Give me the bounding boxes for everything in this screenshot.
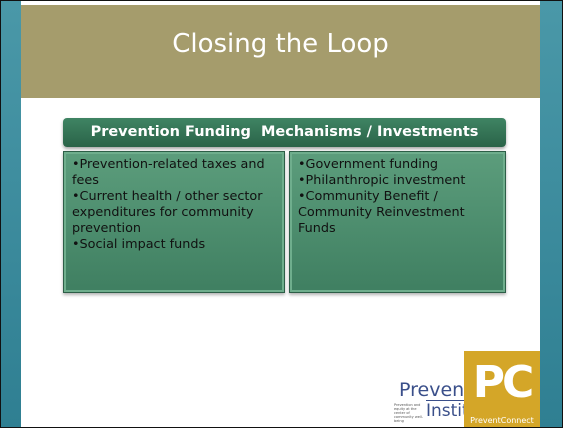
- list-item: •Social impact funds: [72, 237, 206, 252]
- left-strip: [1, 1, 21, 427]
- list-item: •Current health / other sector expenditu…: [72, 189, 263, 236]
- list-item: •Government funding: [298, 157, 439, 172]
- list-item: •Philanthropic investment: [298, 173, 466, 188]
- logo-tagline: Prevention and equity at the center of c…: [394, 403, 424, 423]
- logo-mark: PC: [464, 351, 540, 415]
- title-band: [21, 5, 540, 98]
- left-column: •Prevention-related taxes and fees •Curr…: [63, 151, 285, 293]
- slide-title: Closing the Loop: [172, 29, 389, 59]
- list-item: •Community Benefit / Community Reinvestm…: [298, 189, 465, 236]
- list-item: •Prevention-related taxes and fees: [72, 157, 265, 188]
- right-column: •Government funding •Philanthropic inves…: [289, 151, 506, 293]
- box-header: Prevention Funding Mechanisms / Investme…: [63, 118, 506, 147]
- logo-name: PreventConnect: [464, 415, 540, 427]
- right-strip: [540, 1, 562, 427]
